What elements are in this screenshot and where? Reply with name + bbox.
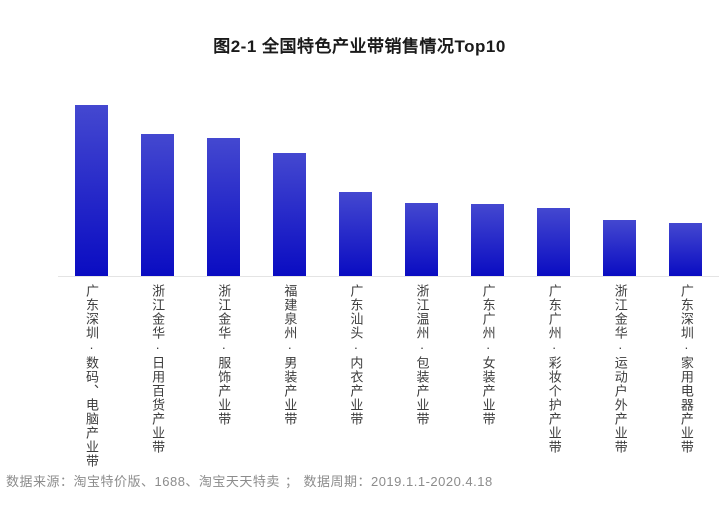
category-label-3: 浙江金华·服饰产业带: [216, 284, 232, 426]
category-label-7: 广东广州·女装产业带: [480, 284, 496, 426]
category-label-9: 浙江金华·运动户外产业带: [612, 284, 628, 454]
bar-3: [206, 137, 240, 276]
plot-area: 广东深圳·数码、电脑产业带 浙江金华·日用百货产业带 浙江金华·服饰产业带 福建泉州·…: [58, 105, 719, 468]
data-source-note: 数据来源：淘宝特价版、1688、淘宝天天特卖 ； 数据周期：2019.1.1-202…: [6, 471, 493, 490]
bar-5: [338, 192, 372, 276]
source-label: 数据来源：: [6, 474, 74, 489]
source-value: 淘宝特价版、1688、淘宝天天特卖: [73, 474, 280, 489]
bar-8: [537, 207, 571, 276]
bar-6: [405, 202, 439, 276]
period-label: 数据周期：: [303, 474, 371, 489]
footer-separator: ；: [284, 474, 299, 489]
period-value: 2019.1.1-2020.4.18: [370, 474, 493, 489]
bars-row: [58, 105, 719, 277]
bar-7: [471, 204, 505, 276]
category-label-2: 浙江金华·日用百货产业带: [150, 284, 166, 454]
bar-10: [669, 223, 703, 276]
category-label-1: 广东深圳·数码、电脑产业带: [84, 284, 100, 468]
category-label-6: 浙江温州·包装产业带: [414, 284, 430, 426]
category-labels-row: 广东深圳·数码、电脑产业带 浙江金华·日用百货产业带 浙江金华·服饰产业带 福建泉州·…: [58, 277, 719, 468]
bar-2: [140, 134, 174, 276]
category-label-8: 广东广州·彩妆个护产业带: [546, 284, 562, 454]
category-label-10: 广东深圳·家用电器产业带: [678, 284, 694, 454]
category-label-4: 福建泉州·男装产业带: [282, 284, 298, 426]
bar-1: [74, 105, 108, 276]
bar-9: [603, 219, 637, 276]
chart-title: 图2-1 全国特色产业带销售情况Top10: [213, 37, 506, 56]
bar-4: [272, 152, 306, 276]
category-label-5: 广东汕头·内衣产业带: [348, 284, 364, 426]
